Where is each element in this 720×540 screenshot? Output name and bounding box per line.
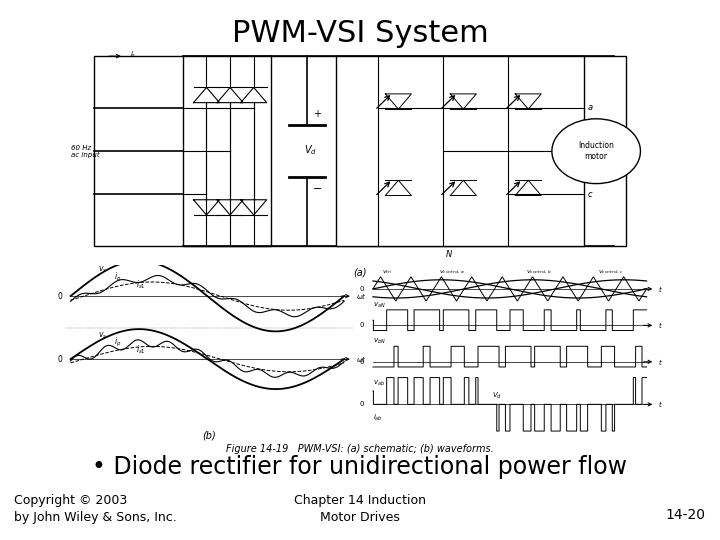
Text: • Diode rectifier for unidirectional power flow: • Diode rectifier for unidirectional pow…: [92, 455, 628, 479]
Text: $v_{tri}$: $v_{tri}$: [382, 268, 392, 276]
Text: 0: 0: [360, 322, 364, 328]
Bar: [336, 56, 585, 246]
Text: 0: 0: [360, 359, 364, 365]
Text: $N$: $N$: [444, 248, 453, 259]
Text: PWM-VSI System: PWM-VSI System: [232, 19, 488, 48]
Text: $v_s$: $v_s$: [98, 265, 107, 275]
Text: $v_{aN}$: $v_{aN}$: [373, 301, 386, 310]
Text: 0: 0: [360, 286, 364, 292]
Text: c: c: [588, 190, 592, 199]
Text: a: a: [588, 104, 593, 112]
Text: −: −: [312, 184, 322, 194]
Text: $\omega t$: $\omega t$: [356, 354, 366, 364]
Text: $i_p$: $i_p$: [114, 271, 122, 284]
Text: $i_s$: $i_s$: [130, 50, 136, 60]
Text: $t$: $t$: [658, 284, 663, 294]
Text: $v_{ab}$: $v_{ab}$: [373, 379, 385, 388]
Text: 14-20: 14-20: [665, 508, 706, 522]
Text: $i_{s1}$: $i_{s1}$: [136, 279, 146, 292]
Text: 60 Hz
ac input: 60 Hz ac input: [71, 145, 99, 158]
Text: $i_{ab}$: $i_{ab}$: [373, 413, 383, 423]
Text: $i_{s1}$: $i_{s1}$: [136, 343, 146, 356]
Text: $V_d$: $V_d$: [304, 143, 317, 157]
Text: (b): (b): [202, 431, 216, 441]
Text: $v_{control,a}$: $v_{control,a}$: [439, 269, 465, 276]
Circle shape: [552, 119, 641, 184]
Text: by John Wiley & Sons, Inc.: by John Wiley & Sons, Inc.: [14, 511, 177, 524]
Text: (a): (a): [354, 268, 366, 278]
Text: $i_p$: $i_p$: [114, 336, 122, 349]
Text: Figure 14-19   PWM-VSI: (a) schematic; (b) waveforms.: Figure 14-19 PWM-VSI: (a) schematic; (b)…: [226, 444, 494, 454]
Text: $v_{control,b}$: $v_{control,b}$: [526, 269, 552, 276]
Text: $V_d$: $V_d$: [492, 390, 502, 401]
Text: Induction
motor: Induction motor: [578, 141, 614, 161]
Bar: [94, 56, 626, 246]
Text: 0: 0: [57, 292, 62, 301]
Text: 0: 0: [57, 355, 62, 363]
Text: 0: 0: [360, 401, 364, 407]
Text: $t$: $t$: [658, 399, 663, 409]
Text: $\omega t$: $\omega t$: [356, 291, 366, 301]
Text: $v_{bN}$: $v_{bN}$: [373, 337, 386, 347]
Text: $t$: $t$: [658, 320, 663, 330]
Text: +: +: [312, 109, 321, 119]
Text: b: b: [588, 147, 593, 156]
Text: Motor Drives: Motor Drives: [320, 511, 400, 524]
Text: $v_{control,c}$: $v_{control,c}$: [598, 269, 623, 276]
Text: Copyright © 2003: Copyright © 2003: [14, 494, 127, 507]
Text: $v_s$: $v_s$: [98, 330, 107, 341]
Text: Chapter 14 Induction: Chapter 14 Induction: [294, 494, 426, 507]
Text: $t$: $t$: [658, 357, 663, 367]
Bar: [183, 56, 271, 246]
